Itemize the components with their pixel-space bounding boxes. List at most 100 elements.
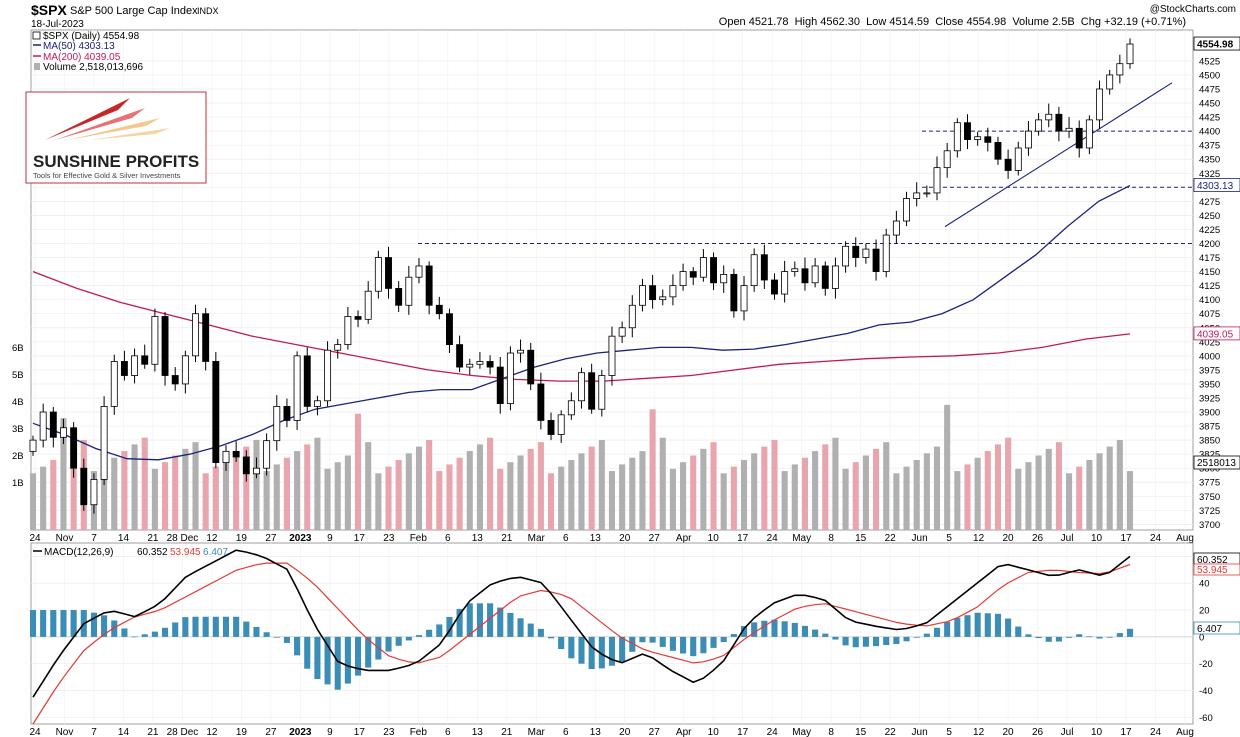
macd-histogram-bar — [771, 619, 778, 637]
volume-bar — [222, 459, 230, 530]
x-tick-label: 5 — [946, 727, 952, 737]
volume-bar — [172, 455, 179, 530]
macd-histogram-bar — [1055, 636, 1062, 642]
volume-bar — [121, 451, 128, 530]
volume-bar — [852, 462, 859, 530]
volume-bar — [883, 442, 890, 530]
candle-body — [710, 257, 717, 284]
macd-histogram-bar — [40, 610, 47, 637]
x-tick-label: 21 — [501, 727, 513, 737]
candle-body — [791, 268, 799, 272]
macd-histogram-bar — [70, 610, 77, 637]
x-tick-label: 22 — [885, 533, 897, 544]
x-tick-label: 17 — [1120, 533, 1132, 544]
macd-tick-label: -20 — [1199, 659, 1213, 670]
candle-body — [1004, 158, 1012, 171]
x-tick-label: 10 — [708, 727, 720, 737]
x-tick-label: Feb — [410, 727, 428, 737]
macd-histogram-bar — [964, 615, 971, 637]
volume-bar — [740, 459, 748, 530]
macd-histogram-bar — [1086, 636, 1093, 638]
macd-histogram-bar — [314, 636, 321, 680]
candle-body — [374, 257, 382, 292]
price-tick-label: 4275 — [1199, 197, 1220, 208]
candle-body — [750, 254, 758, 287]
x-tick-label: 12 — [973, 533, 985, 544]
x-tick-label: 10 — [1091, 727, 1103, 737]
candle-body — [446, 313, 453, 346]
legend-ma50: MA(50) 4303.13 — [43, 41, 115, 52]
volume-bar — [619, 464, 626, 530]
volume-bar — [761, 446, 768, 530]
candle-body — [456, 344, 464, 368]
x-tick-label: 23 — [383, 533, 395, 544]
candle-body — [669, 285, 677, 298]
volume-bar — [842, 468, 849, 530]
volume-bar — [812, 451, 819, 530]
volume-bar — [283, 457, 290, 530]
macd-histogram-bar — [202, 616, 209, 637]
volume-bar — [497, 468, 504, 530]
candle-body — [354, 316, 362, 320]
volume-bar — [476, 444, 483, 530]
macd-histogram-bar — [537, 628, 544, 637]
x-tick-label: Jul — [1061, 533, 1074, 544]
macd-histogram-bar — [649, 636, 656, 643]
macd-signal-path — [32, 562, 1131, 725]
price-tick-label: 4075 — [1199, 309, 1220, 320]
macd-histogram-bar — [669, 636, 676, 651]
macd-histogram-bar — [344, 636, 351, 684]
candle-body — [49, 411, 57, 438]
volume-bar — [304, 444, 311, 530]
macd-histogram-bar — [365, 636, 372, 668]
macd-histogram-bar — [476, 603, 483, 637]
macd-histogram-bar — [50, 610, 57, 637]
x-tick-label: Nov — [56, 727, 74, 737]
candle-body — [923, 192, 931, 195]
macd-histogram-bar — [781, 621, 788, 637]
candle-body — [80, 467, 88, 506]
macd-histogram-bar — [730, 634, 737, 637]
macd-histogram-bar — [1116, 633, 1123, 637]
candle-body — [131, 355, 139, 376]
macd-histogram-bar — [60, 610, 67, 637]
macd-histogram-bar — [598, 636, 605, 669]
candle-body — [324, 349, 332, 402]
candle-body — [466, 363, 474, 368]
volume-bar — [649, 409, 656, 530]
x-tick-label: Aug — [1176, 533, 1194, 544]
candle-body — [110, 361, 118, 407]
volume-bar — [994, 444, 1002, 530]
macd-histogram-bar — [253, 626, 260, 637]
volume-bar — [984, 451, 991, 530]
price-tick-label: 3875 — [1199, 422, 1220, 433]
macd-histogram-bar — [690, 636, 697, 657]
x-tick-label: 20 — [1003, 727, 1015, 737]
volume-bar — [730, 466, 737, 530]
candle-body — [425, 265, 433, 306]
macd-histogram-bar — [466, 603, 473, 637]
ma50-value-box: 4303.13 — [1193, 178, 1240, 192]
volume-bar — [903, 466, 910, 530]
candle-body — [171, 375, 179, 385]
macd-histogram-bar — [801, 625, 809, 637]
x-tick-label: Mar — [528, 727, 546, 737]
volume-bar — [862, 455, 869, 530]
macd-histogram-bar — [395, 636, 402, 646]
macd-tick-label: 0 — [1199, 632, 1204, 643]
macd-histogram-bar — [954, 617, 961, 637]
volume-bar — [710, 442, 717, 530]
volume-bar — [294, 451, 301, 530]
volume-bar — [1055, 442, 1062, 530]
candle-body — [760, 254, 768, 281]
macd-histogram-bar — [141, 634, 148, 637]
ma200-value: 4039.05 — [1197, 329, 1234, 340]
volume-bar — [314, 437, 321, 530]
volume-bar — [466, 451, 473, 530]
legend-ma200: MA(200) 4039.05 — [43, 52, 121, 63]
price-tick-label: 4175 — [1199, 253, 1220, 264]
candle-body — [1035, 119, 1043, 132]
candle-body — [486, 361, 494, 368]
macd-histogram-bar — [680, 636, 687, 654]
macd-histogram-bar — [304, 636, 311, 669]
